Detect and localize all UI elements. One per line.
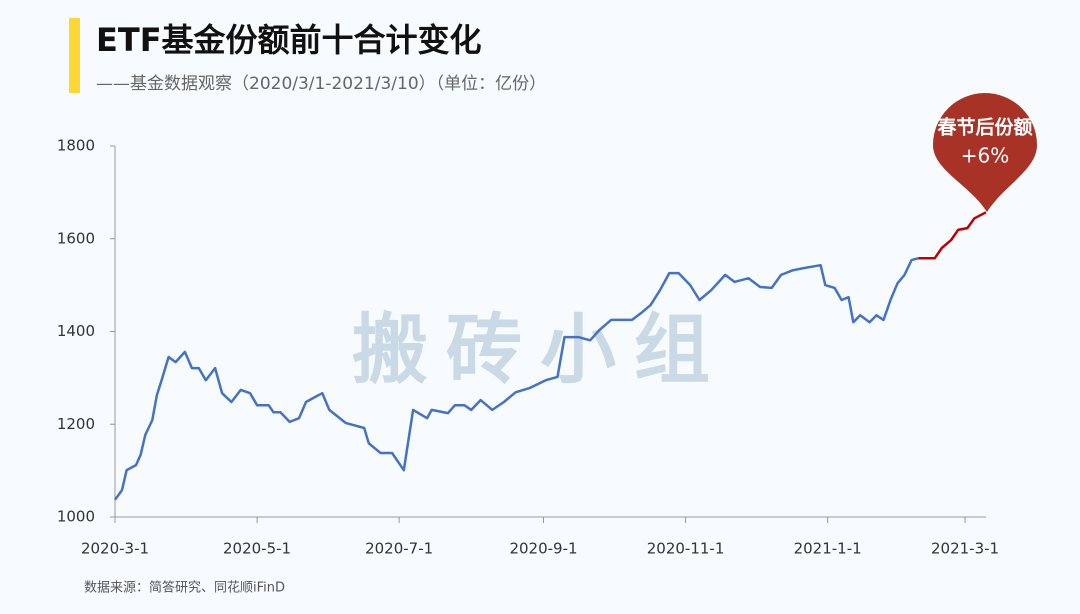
x-tick-label: 2020-9-1 xyxy=(509,540,577,558)
source: 数据来源：简答研究、同花顺iFinD xyxy=(84,580,285,596)
line xyxy=(113,256,919,501)
y-tick-label: 1400 xyxy=(57,322,95,340)
annotation: 春节后份额 xyxy=(937,116,1032,139)
y-tick-label: 1800 xyxy=(57,137,95,155)
watermark: 搬砖小组 xyxy=(352,305,728,394)
y-tick-label: 1200 xyxy=(57,415,95,433)
x-tick-label: 2020-7-1 xyxy=(365,540,433,558)
y-tick-label: 1000 xyxy=(57,508,95,526)
y-tick-label: 1600 xyxy=(57,229,95,247)
subtitle: ——基金数据观察（2020/3/1-2021/3/10）（单位：亿份） xyxy=(96,74,546,94)
title-accent xyxy=(69,18,80,93)
annotation-pin xyxy=(933,93,1037,212)
line xyxy=(918,211,987,260)
x-tick-label: 2021-1-1 xyxy=(794,540,862,558)
x-tick-label: 2020-5-1 xyxy=(223,540,291,558)
chart-title: ETF基金份额前十合计变化 xyxy=(96,21,482,59)
x-tick-label: 2020-11-1 xyxy=(647,540,725,558)
annotation: +6% xyxy=(961,144,1010,168)
x-tick-label: 2020-3-1 xyxy=(81,540,149,558)
x-tick-label: 2021-3-1 xyxy=(931,540,999,558)
